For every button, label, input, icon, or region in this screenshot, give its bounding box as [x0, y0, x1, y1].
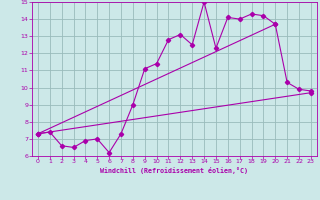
X-axis label: Windchill (Refroidissement éolien,°C): Windchill (Refroidissement éolien,°C) — [100, 167, 248, 174]
